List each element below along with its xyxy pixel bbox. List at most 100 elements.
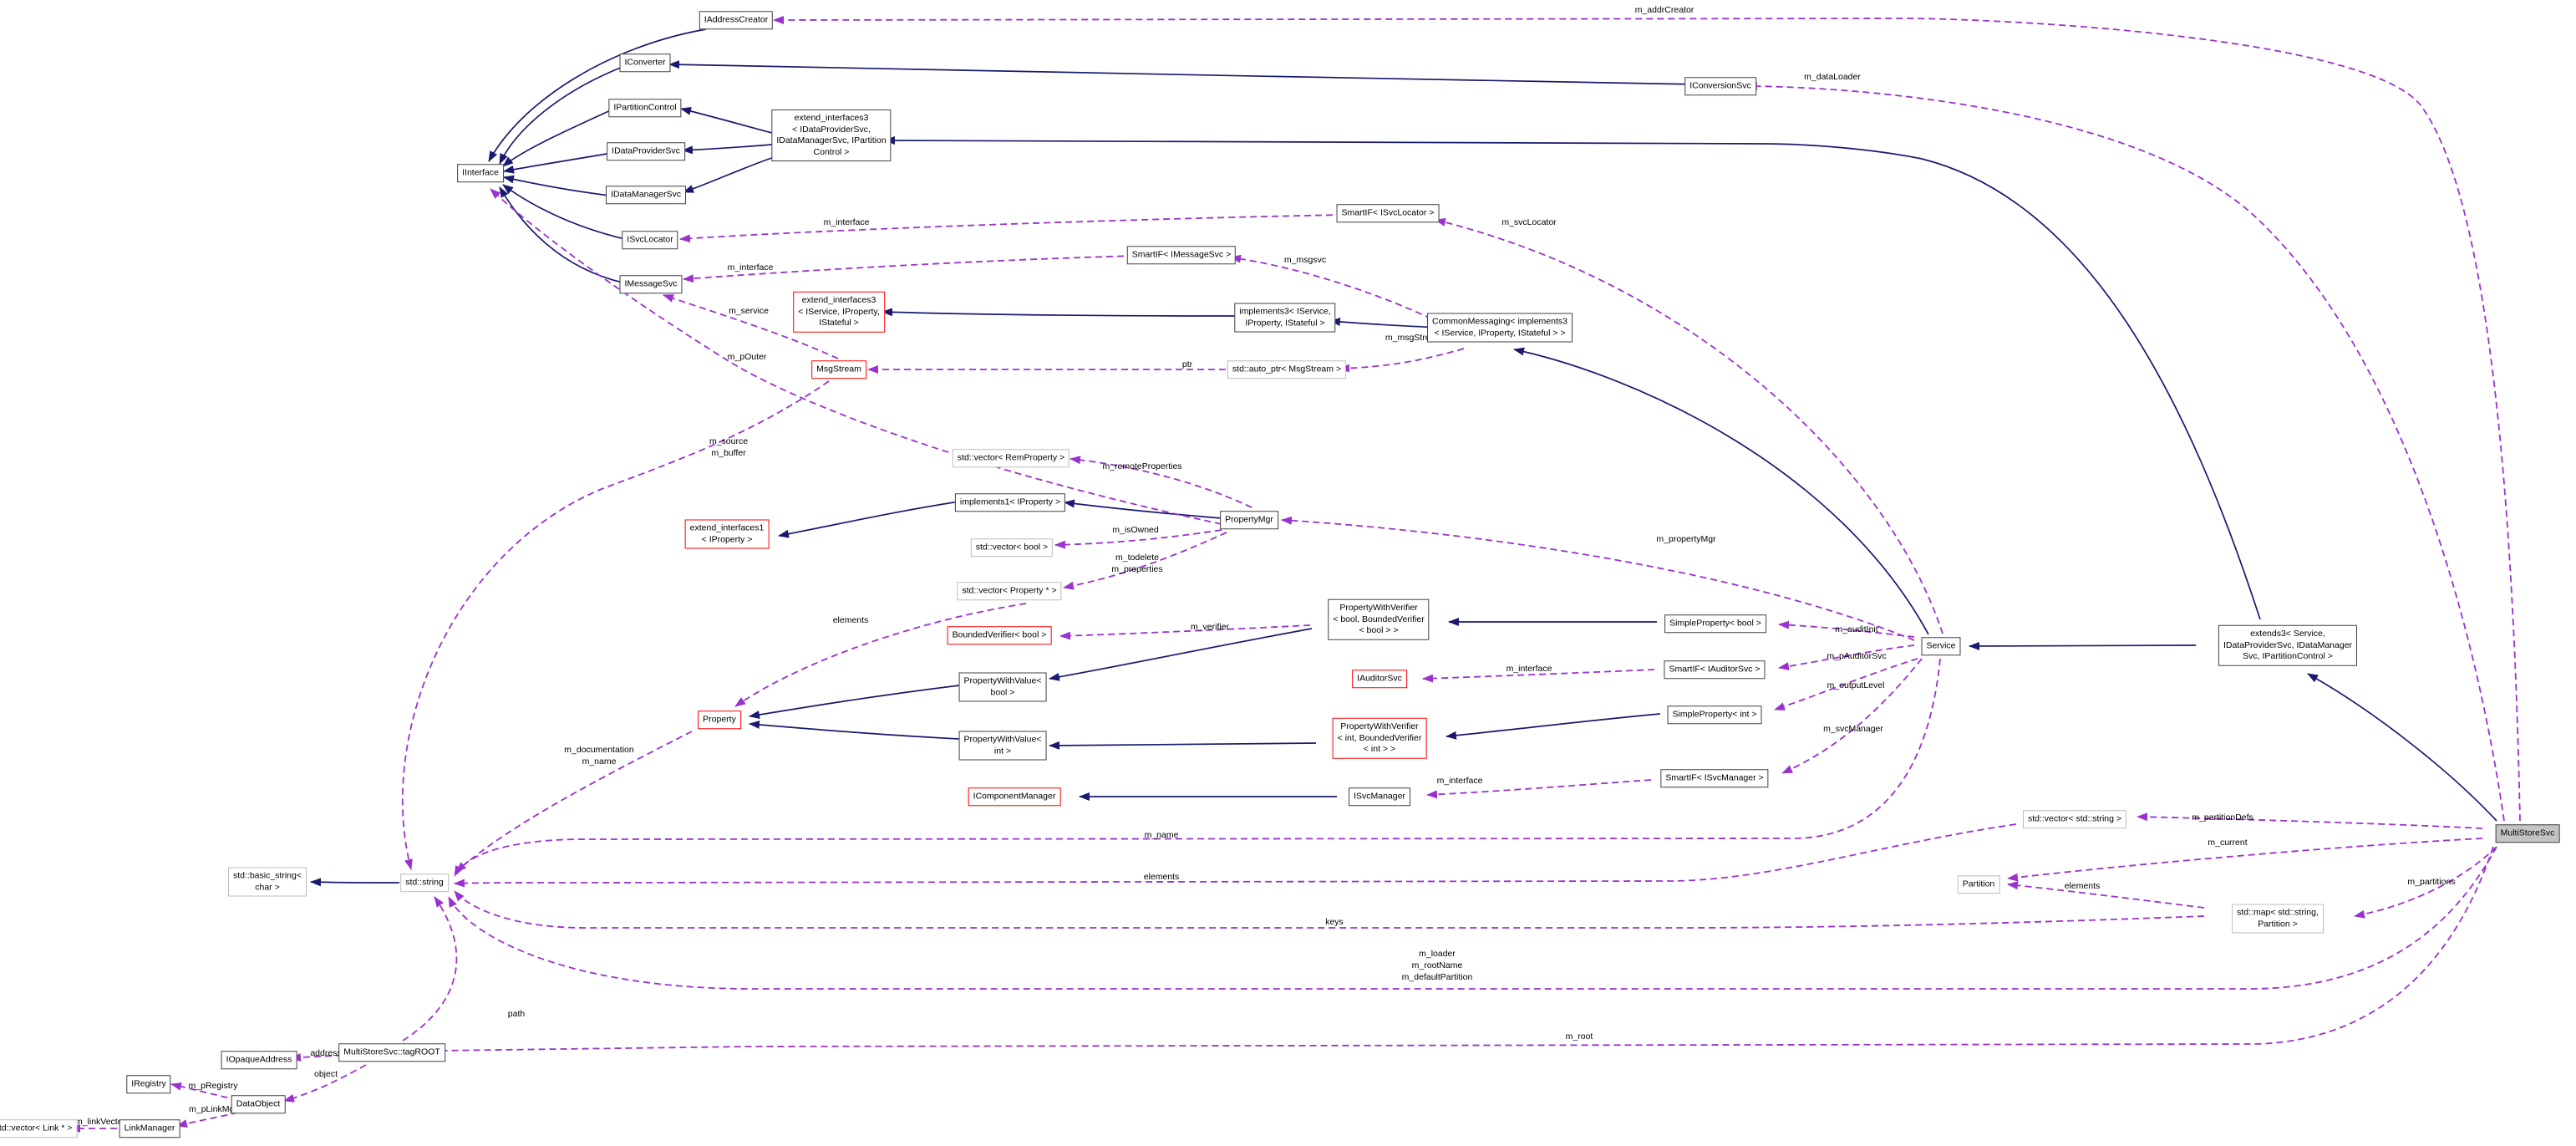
- node-MsgStream[interactable]: MsgStream: [811, 360, 866, 379]
- node-IAuditorSvc[interactable]: IAuditorSvc: [1352, 670, 1407, 688]
- edge-implements3-to-extend_interfaces3_svc: [882, 308, 1244, 317]
- node-IAddressCreator[interactable]: IAddressCreator: [699, 11, 774, 29]
- node-vector_bool[interactable]: std::vector< bool >: [970, 538, 1054, 557]
- node-CommonMessaging[interactable]: CommonMessaging< implements3 < IService, …: [1427, 313, 1573, 343]
- node-SmartIF_IMessageSvc[interactable]: SmartIF< IMessageSvc >: [1126, 246, 1237, 264]
- node-BoundedVerifier_bool[interactable]: BoundedVerifier< bool >: [947, 626, 1052, 644]
- node-auto_ptr_MsgStream[interactable]: std::auto_ptr< MsgStream >: [1227, 360, 1347, 379]
- edge-label-m_propertyMgr-47: m_propertyMgr: [1656, 533, 1715, 545]
- node-implements3[interactable]: implements3< IService, IProperty, IStatef…: [1234, 303, 1336, 333]
- edge-label-line: m_partitions: [2407, 877, 2456, 887]
- node-PropertyWithVerifier_bool[interactable]: PropertyWithVerifier < bool, BoundedVerif…: [1328, 598, 1430, 640]
- edge-DataObject-to-LinkManager: [176, 1112, 239, 1128]
- node-ISvcManager[interactable]: ISvcManager: [1349, 787, 1410, 806]
- node-std_string[interactable]: std::string: [400, 874, 449, 892]
- edge-label-m_interface-30: m_interface: [824, 216, 870, 228]
- edge-CommonMessaging-to-auto_ptr_MsgStream: [1339, 348, 1465, 373]
- node-label-line: SmartIF< IAuditorSvc >: [1669, 664, 1761, 675]
- node-label-line: std::auto_ptr< MsgStream >: [1232, 364, 1342, 374]
- node-label-line: std::vector< Link * >: [0, 1123, 73, 1133]
- node-MultiStoreSvc_tagROOT[interactable]: MultiStoreSvc::tagROOT: [338, 1043, 445, 1062]
- edge-PropertyMgr-to-vector_PropertyPtr: [1063, 532, 1227, 590]
- node-SimpleProperty_int[interactable]: SimpleProperty< int >: [1667, 705, 1762, 724]
- node-IOpaqueAddress[interactable]: IOpaqueAddress: [221, 1051, 297, 1069]
- node-SmartIF_IAuditorSvc[interactable]: SmartIF< IAuditorSvc >: [1664, 660, 1766, 679]
- edge-label-line: m_addrCreator: [1634, 5, 1694, 15]
- node-extend_interfaces3_svc[interactable]: extend_interfaces3 < IService, IProperty,…: [793, 291, 885, 333]
- node-label-line: SimpleProperty< bool >: [1669, 618, 1761, 629]
- node-IPartitionControl[interactable]: IPartitionControl: [608, 99, 682, 117]
- edge-label-line: m_name: [1144, 830, 1179, 840]
- node-Service[interactable]: Service: [1921, 637, 1961, 655]
- edge-DataObject-to-IRegistry: [170, 1082, 239, 1101]
- node-basic_string_char[interactable]: std::basic_string< char >: [227, 867, 307, 897]
- node-IDataProviderSvc[interactable]: IDataProviderSvc: [607, 142, 685, 160]
- edge-IConverter-to-IInterface: [499, 66, 623, 165]
- edge-label-m_verifier-42: m_verifier: [1191, 621, 1229, 633]
- node-IMessageSvc[interactable]: IMessageSvc: [619, 275, 683, 293]
- edge-label-m_loader-53: m_loader m_rootName m_defaultPartition: [1402, 948, 1473, 983]
- edge-Service-to-std_string: [454, 658, 1941, 877]
- edge-label-line: m_auditInit: [1835, 624, 1878, 634]
- edge-label-line: m_name: [582, 756, 617, 767]
- node-PropertyMgr[interactable]: PropertyMgr: [1220, 511, 1278, 529]
- node-MultiStoreSvc[interactable]: MultiStoreSvc: [2495, 824, 2560, 843]
- node-PropertyWithValue_int[interactable]: PropertyWithValue< int >: [958, 731, 1047, 761]
- edge-MultiStoreSvc-to-extends3: [2307, 673, 2497, 822]
- node-ISvcLocator[interactable]: ISvcLocator: [622, 231, 678, 249]
- node-label-line: Svc, IPartitionControl >: [2243, 650, 2333, 661]
- node-PropertyWithVerifier_int[interactable]: PropertyWithVerifier < int, BoundedVerifi…: [1332, 717, 1427, 759]
- edge-label-line: m_propertyMgr: [1656, 534, 1716, 544]
- node-SmartIF_ISvcLocator[interactable]: SmartIF< ISvcLocator >: [1336, 204, 1440, 222]
- node-SimpleProperty_bool[interactable]: SimpleProperty< bool >: [1664, 614, 1766, 633]
- edge-label-m_interface-48: m_interface: [1506, 663, 1552, 675]
- node-extend_interfaces3_data[interactable]: extend_interfaces3 < IDataProviderSvc, IDa…: [771, 110, 892, 161]
- node-label-line: Control >: [813, 146, 850, 157]
- node-implements1[interactable]: implements1< IProperty >: [954, 493, 1066, 512]
- node-vector_PropertyPtr[interactable]: std::vector< Property * >: [957, 582, 1062, 600]
- edge-label-elements-41: elements: [833, 614, 869, 626]
- node-PropertyWithValue_bool[interactable]: PropertyWithValue< bool >: [958, 672, 1047, 702]
- node-vector_RemProperty[interactable]: std::vector< RemProperty >: [952, 449, 1070, 467]
- edge-label-line: m_outputLevel: [1827, 680, 1885, 690]
- node-label-line: SmartIF< ISvcManager >: [1665, 772, 1764, 783]
- edge-PropertyWithVerifier_int-to-PropertyWithValue_int: [1049, 741, 1317, 750]
- node-IRegistry[interactable]: IRegistry: [126, 1075, 171, 1093]
- edge-label-line: m_isOwned: [1112, 525, 1159, 535]
- edge-label-line: m_current: [2208, 838, 2248, 848]
- edge-label-m_interface-31: m_interface: [728, 262, 774, 273]
- edge-label-line: m_msgsvc: [1283, 255, 1327, 265]
- edge-SimpleProperty_int-to-PropertyWithVerifier_int: [1446, 713, 1661, 740]
- node-label-line: < IDataProviderSvc,: [792, 124, 871, 135]
- node-Property[interactable]: Property: [698, 711, 741, 729]
- node-SmartIF_ISvcManager[interactable]: SmartIF< ISvcManager >: [1660, 769, 1769, 787]
- node-label-line: implements1< IProperty >: [959, 497, 1061, 507]
- node-IConversionSvc[interactable]: IConversionSvc: [1684, 77, 1756, 95]
- node-DataObject[interactable]: DataObject: [231, 1095, 286, 1113]
- node-IInterface[interactable]: IInterface: [457, 164, 504, 182]
- edge-label-m_current-56: m_current: [2208, 837, 2247, 848]
- edge-label-path-59: path: [508, 1008, 525, 1020]
- node-label-line: extend_interfaces3: [801, 294, 876, 305]
- node-IConverter[interactable]: IConverter: [619, 53, 671, 72]
- node-extend_interfaces1[interactable]: extend_interfaces1 < IProperty >: [684, 519, 770, 549]
- edge-label-line: m_partitionDefs: [2192, 812, 2253, 823]
- edge-PropertyMgr-to-vector_bool: [1054, 529, 1222, 549]
- edge-IAddressCreator-to-IInterface: [488, 28, 707, 162]
- node-IComponentManager[interactable]: IComponentManager: [968, 787, 1061, 806]
- node-map_string_Partition[interactable]: std::map< std::string, Partition >: [2232, 904, 2324, 934]
- node-label-line: PropertyWithVerifier: [1339, 602, 1418, 613]
- edge-MultiStoreSvc-to-std_string: [448, 846, 2497, 990]
- edge-label-m_dataLoader-28: m_dataLoader: [1804, 71, 1861, 83]
- node-Partition[interactable]: Partition: [1957, 875, 2000, 894]
- node-vector_Link[interactable]: std::vector< Link * >: [0, 1119, 78, 1138]
- node-IDataManagerSvc[interactable]: IDataManagerSvc: [605, 186, 687, 204]
- edge-label-line: m_linkVector: [74, 1117, 126, 1127]
- node-label-line: Partition: [1962, 879, 1995, 889]
- edge-label-m_msgsvc-32: m_msgsvc: [1284, 254, 1326, 266]
- node-extends3[interactable]: extends3< Service, IDataProviderSvc, IDat…: [2218, 624, 2358, 666]
- node-vector_string[interactable]: std::vector< std::string >: [2022, 810, 2127, 828]
- node-LinkManager[interactable]: LinkManager: [119, 1119, 180, 1138]
- node-label-line: std::string: [405, 877, 444, 888]
- edge-map_string_Partition-to-std_string: [454, 890, 2205, 929]
